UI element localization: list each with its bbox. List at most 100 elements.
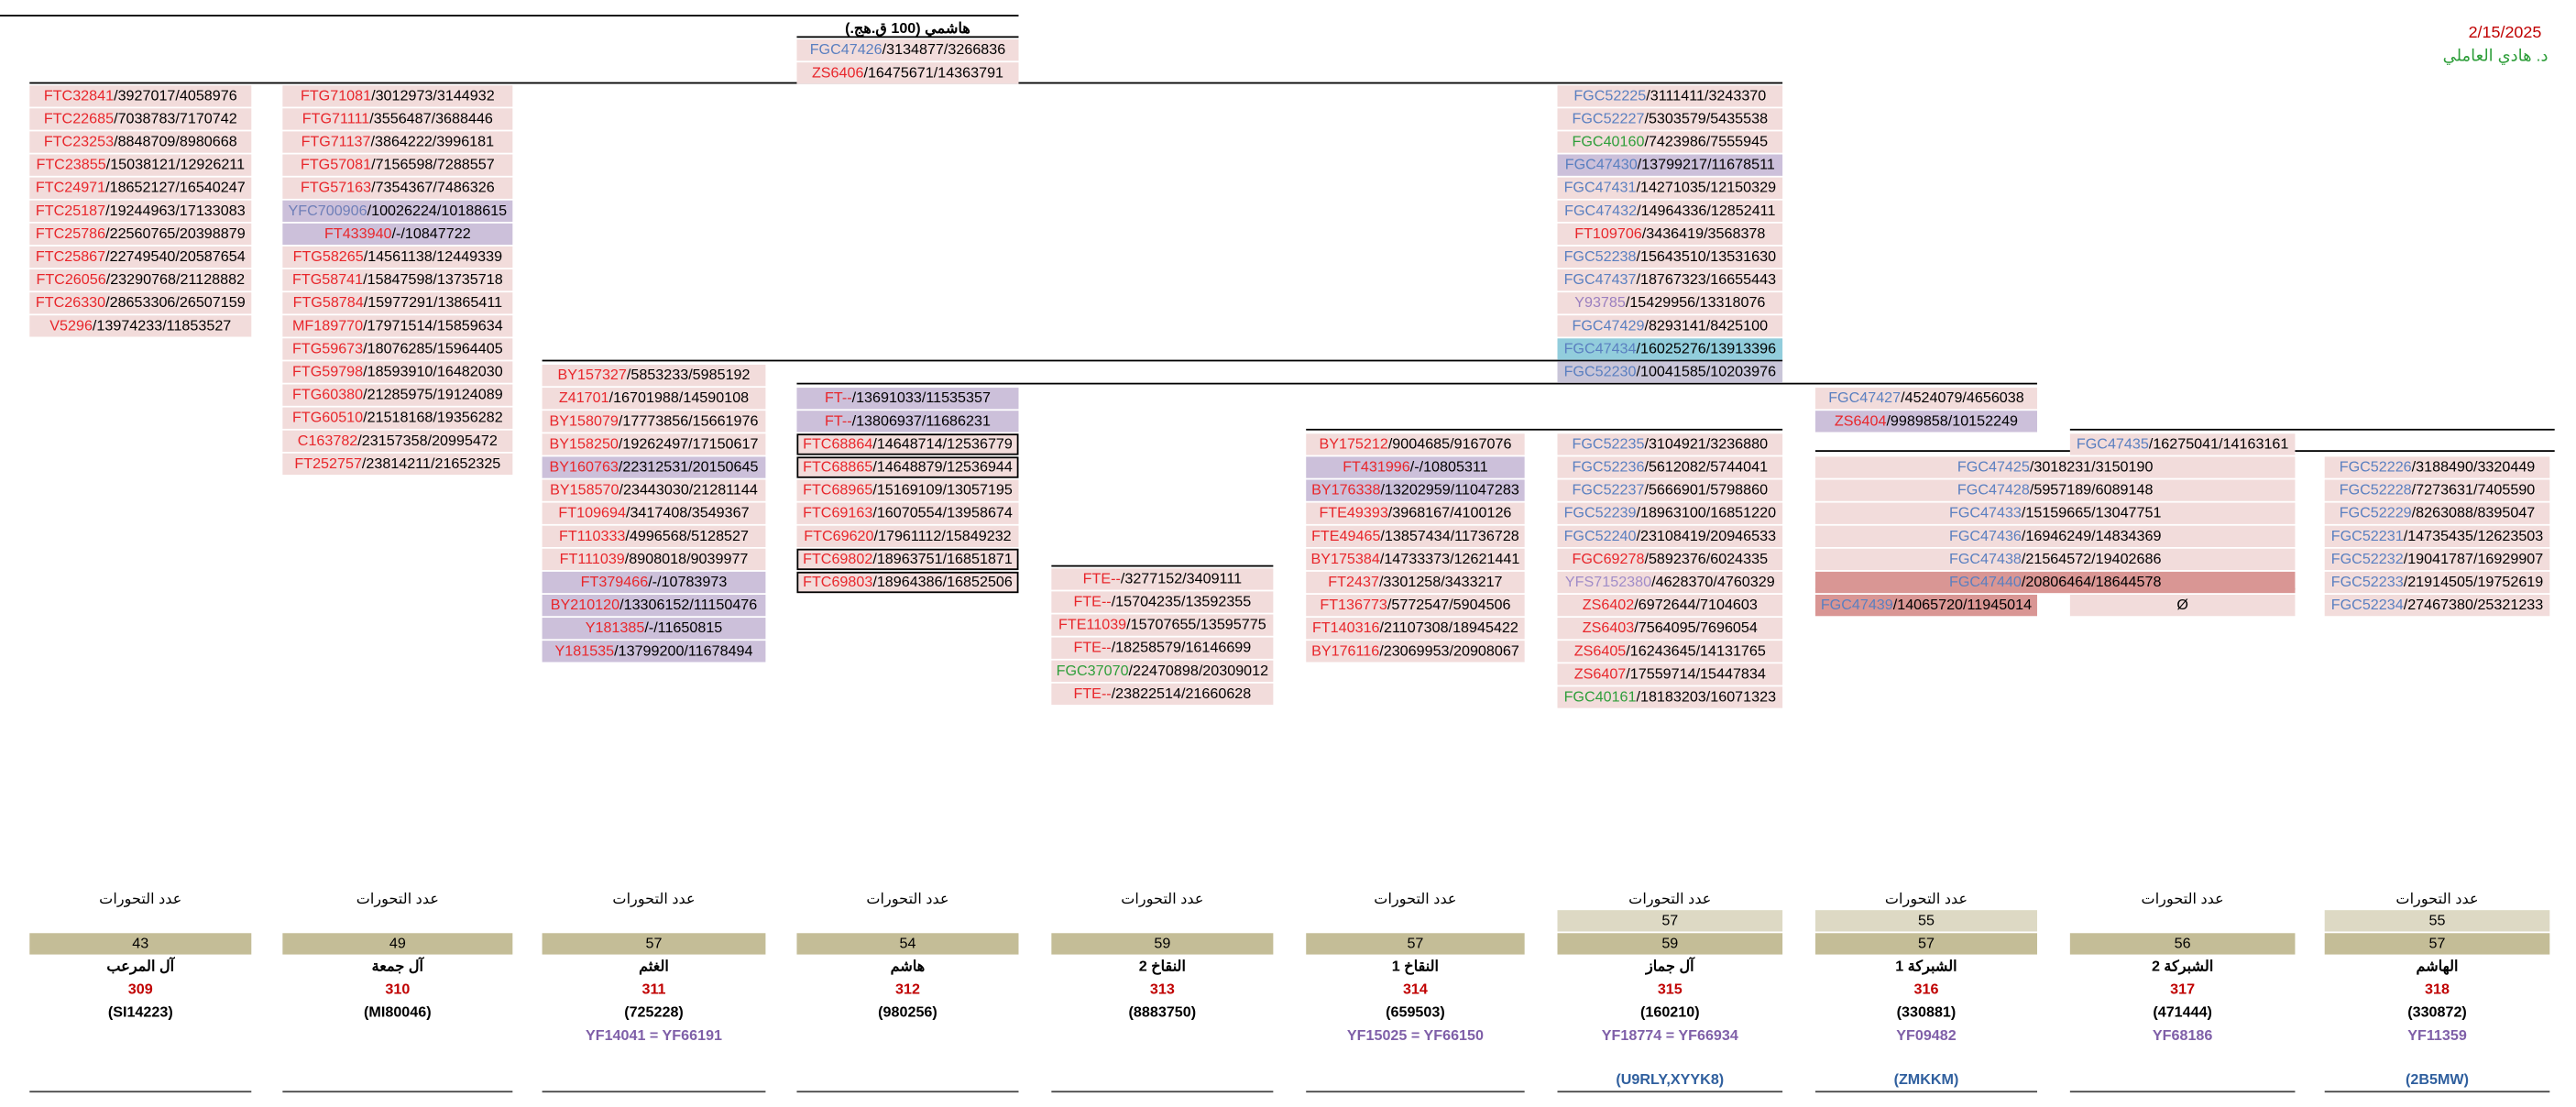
cell: FTE11039/15707655/13595775 bbox=[1051, 614, 1274, 636]
cell: FTC26056/23290768/21128882 bbox=[29, 269, 252, 291]
cell: FGC47439/14065720/11945014 bbox=[1814, 594, 2037, 617]
count: 57 bbox=[2324, 933, 2550, 955]
cell: FGC47435/16275041/14163161 bbox=[2069, 433, 2296, 455]
count: 49 bbox=[282, 933, 513, 955]
cell: FT252757/23814211/21652325 bbox=[282, 453, 513, 476]
cell: FTE49393/3968167/4100126 bbox=[1306, 502, 1525, 524]
group-name: النقاخ 2 bbox=[1138, 958, 1186, 975]
cell: FGC47432/14964336/12852411 bbox=[1557, 200, 1783, 223]
cell: FTG60380/21285975/19124089 bbox=[282, 384, 513, 406]
cell: FT379466/-/10783973 bbox=[542, 571, 766, 594]
cell: FT111039/8908018/9039977 bbox=[542, 548, 766, 571]
cell: BY210120/13306152/11150476 bbox=[542, 594, 766, 617]
cell: FGC52239/18963100/16851220 bbox=[1557, 502, 1783, 524]
cell: FGC47433/15159665/13047751 bbox=[1814, 502, 2296, 524]
group-number: 314 bbox=[1402, 981, 1428, 998]
count: 57 bbox=[1814, 933, 2037, 955]
group-name: النقاخ 1 bbox=[1391, 958, 1440, 975]
author: د. هادي العاملي bbox=[2442, 47, 2549, 66]
cell: FGC47430/13799217/11678511 bbox=[1557, 154, 1783, 176]
bottom-line bbox=[1051, 1091, 1274, 1093]
cell: FT--/13806937/11686231 bbox=[796, 411, 1019, 433]
cell: BY158079/17773856/15661976 bbox=[542, 411, 766, 433]
cell: FTC25786/22560765/20398879 bbox=[29, 223, 252, 246]
group-number: 315 bbox=[1657, 981, 1683, 998]
cell: FGC52234/27467380/25321233 bbox=[2324, 594, 2550, 617]
cell: BY175384/14733373/12621441 bbox=[1306, 548, 1525, 571]
cell: ZS6402/6972644/7104603 bbox=[1557, 594, 1783, 617]
cell: FTC32841/3927017/4058976 bbox=[29, 85, 252, 107]
group-code: (471444) bbox=[2153, 1003, 2212, 1021]
cell: FGC52231/14735435/12623503 bbox=[2324, 525, 2550, 547]
group-name: آل جمعة bbox=[371, 958, 424, 975]
cell: MF189770/17971514/15859634 bbox=[282, 315, 513, 337]
count-label: عدد التحورات bbox=[866, 890, 949, 907]
cell: FGC47440/20806464/18644578 bbox=[1814, 571, 2296, 594]
date: 2/15/2025 bbox=[2468, 24, 2542, 43]
group-extra: (U9RLY,XYYK8) bbox=[1616, 1070, 1725, 1088]
group-code: (160210) bbox=[1640, 1003, 1700, 1021]
count: 56 bbox=[2069, 933, 2296, 955]
group-code: (330872) bbox=[2407, 1003, 2467, 1021]
cell: ZS6403/7564095/7696054 bbox=[1557, 618, 1783, 640]
group-alias: YF11359 bbox=[2407, 1026, 2467, 1044]
count-label: عدد التحورات bbox=[356, 890, 439, 907]
cell: FT109694/3417408/3549367 bbox=[542, 502, 766, 524]
rule-line bbox=[0, 15, 1019, 16]
group-alias: YF68186 bbox=[2152, 1026, 2213, 1044]
bottom-line bbox=[29, 1091, 252, 1093]
cell: FTC25867/22749540/20587654 bbox=[29, 246, 252, 269]
cell: FTC69163/16070554/13958674 bbox=[796, 502, 1019, 524]
cell: FT109706/3436419/3568378 bbox=[1557, 223, 1783, 246]
cell: FGC40160/7423986/7555945 bbox=[1557, 131, 1783, 153]
group-number: 312 bbox=[895, 981, 920, 998]
cell: C163782/23157358/20995472 bbox=[282, 430, 513, 453]
cell: YFS7152380/4628370/4760329 bbox=[1557, 571, 1783, 594]
rule-line bbox=[1306, 428, 1783, 431]
group-number: 318 bbox=[2425, 981, 2450, 998]
count: 59 bbox=[1051, 933, 1274, 955]
cell: FTC23855/15038121/12926211 bbox=[29, 154, 252, 176]
group-extra: (ZMKKM) bbox=[1893, 1070, 1959, 1088]
cell: Y181535/13799200/11678494 bbox=[542, 641, 766, 663]
cell: FGC47429/8293141/8425100 bbox=[1557, 315, 1783, 337]
cell: FT2437/3301258/3433217 bbox=[1306, 571, 1525, 594]
cell: Ø bbox=[2069, 594, 2296, 617]
cell: FTE49465/13857434/11736728 bbox=[1306, 525, 1525, 547]
cell: V5296/13974233/11853527 bbox=[29, 315, 252, 337]
group-number: 309 bbox=[127, 981, 153, 998]
cell: FTC68965/15169109/13057195 bbox=[796, 479, 1019, 501]
cell: FTG59673/18076285/15964405 bbox=[282, 338, 513, 360]
cell: FTE--/3277152/3409111 bbox=[1051, 568, 1274, 590]
group-code: (980256) bbox=[878, 1003, 937, 1021]
cell: FTG60510/21518168/19356282 bbox=[282, 407, 513, 429]
count: 55 bbox=[1814, 910, 2037, 932]
group-alias: YF09482 bbox=[1896, 1026, 1957, 1044]
rule-line bbox=[1051, 564, 1274, 567]
cell: FGC47434/16025276/13913396 bbox=[1557, 338, 1783, 360]
bottom-line bbox=[282, 1091, 513, 1093]
cell: FGC37070/22470898/20309012 bbox=[1051, 660, 1274, 682]
group-name: آل المرعب bbox=[106, 958, 175, 975]
cell: YFC700906/10026224/10188615 bbox=[282, 200, 513, 223]
cell: FT433940/-/10847722 bbox=[282, 223, 513, 246]
cell: FGC52236/5612082/5744041 bbox=[1557, 456, 1783, 478]
cell: Z41701/16701988/14590108 bbox=[542, 388, 766, 410]
group-name: الشبركة 1 bbox=[1895, 958, 1957, 975]
cell: FGC47425/3018231/3150190 bbox=[1814, 456, 2296, 478]
cell: FTG58741/15847598/13735718 bbox=[282, 269, 513, 291]
count-label: عدد التحورات bbox=[1374, 890, 1457, 907]
cell: FTG57163/7354367/7486326 bbox=[282, 177, 513, 199]
rule-line bbox=[2069, 428, 2555, 431]
cell: BY176338/13202959/11047283 bbox=[1306, 479, 1525, 501]
group-code: (SI14223) bbox=[107, 1003, 173, 1021]
cell: FGC52233/21914505/19752619 bbox=[2324, 571, 2550, 594]
cell: BY160763/22312531/20150645 bbox=[542, 456, 766, 478]
group-number: 311 bbox=[641, 981, 666, 998]
cell: FTC24971/18652127/16540247 bbox=[29, 177, 252, 199]
cell: FT140316/21107308/18945422 bbox=[1306, 618, 1525, 640]
cell: FGC52232/19041787/16929907 bbox=[2324, 548, 2550, 571]
group-number: 313 bbox=[1149, 981, 1175, 998]
cell: FTE--/18258579/16146699 bbox=[1051, 637, 1274, 659]
group-name: آل جماز bbox=[1645, 958, 1694, 975]
